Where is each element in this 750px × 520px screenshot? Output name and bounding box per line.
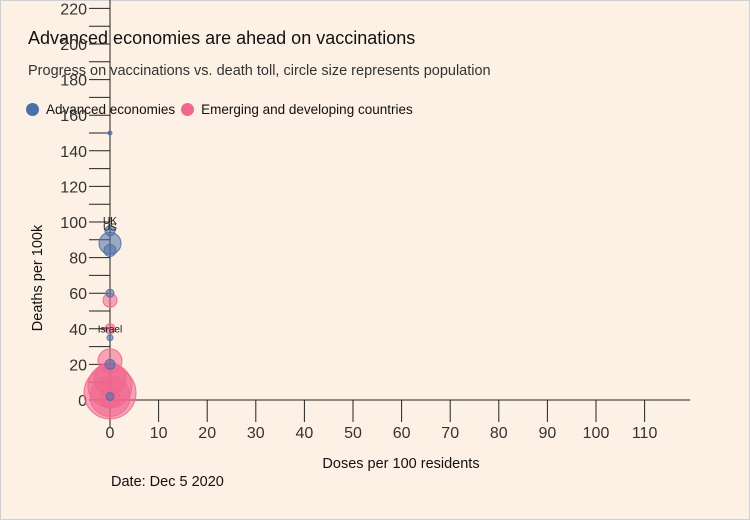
y-tick-label: 100: [60, 215, 87, 232]
x-tick-label: 80: [490, 425, 508, 442]
bubble-advanced-economies: [104, 358, 116, 370]
bubble-advanced-economies: [104, 225, 116, 237]
y-tick-label: 20: [69, 357, 87, 374]
axes: 0204060801001201401601802002202402600102…: [60, 0, 691, 442]
x-tick-label: 50: [344, 425, 362, 442]
legend-item-emerging[interactable]: Emerging and developing countries: [181, 102, 413, 117]
x-tick-label: 70: [441, 425, 459, 442]
x-tick-label: 110: [632, 425, 658, 442]
y-tick-label: 200: [60, 37, 87, 54]
x-tick-label: 30: [247, 425, 265, 442]
x-tick-label: 10: [150, 425, 168, 442]
y-tick-label: 0: [78, 393, 87, 410]
x-tick-label: 100: [583, 425, 610, 442]
y-tick-label: 160: [60, 108, 87, 125]
x-axis-title: Doses per 100 residents: [322, 456, 479, 472]
bubble-advanced-economies: [105, 288, 115, 298]
legend-swatch-advanced: [26, 103, 39, 116]
legend-item-advanced[interactable]: Advanced economies: [26, 102, 175, 117]
bubble-advanced-economies: [107, 130, 113, 136]
point-label: US: [103, 222, 117, 233]
bubble-emerging-and-developing-countries: [104, 323, 116, 335]
x-tick-label: 0: [106, 425, 115, 442]
y-tick-label: 140: [60, 144, 87, 161]
y-tick-label: 220: [60, 1, 87, 18]
legend-swatch-emerging: [181, 103, 195, 116]
y-axis-title: Deaths per 100k: [30, 224, 46, 331]
bubbles: [83, 130, 137, 420]
bubble-advanced-economies: [105, 391, 115, 401]
x-tick-label: 60: [393, 425, 411, 442]
y-tick-label: 60: [69, 286, 87, 303]
x-tick-label: 40: [296, 425, 314, 442]
date-label: Date: Dec 5 2020: [111, 474, 224, 490]
chart-title: Advanced economies are ahead on vaccinat…: [28, 28, 416, 48]
chart-subtitle: Progress on vaccinations vs. death toll,…: [28, 63, 491, 79]
y-tick-label: 180: [60, 73, 87, 90]
legend-label-emerging: Emerging and developing countries: [201, 102, 413, 117]
x-tick-label: 20: [198, 425, 216, 442]
y-tick-label: 80: [69, 251, 87, 268]
bubble-advanced-economies: [106, 334, 114, 342]
point-label: Israel: [98, 325, 122, 336]
bubble-advanced-economies: [103, 243, 117, 257]
legend: Advanced economies Emerging and developi…: [26, 102, 419, 117]
y-tick-label: 40: [69, 322, 87, 339]
legend-label-advanced: Advanced economies: [46, 102, 176, 117]
y-tick-label: 120: [60, 179, 87, 196]
point-label: UK: [103, 216, 117, 227]
x-tick-label: 90: [539, 425, 557, 442]
